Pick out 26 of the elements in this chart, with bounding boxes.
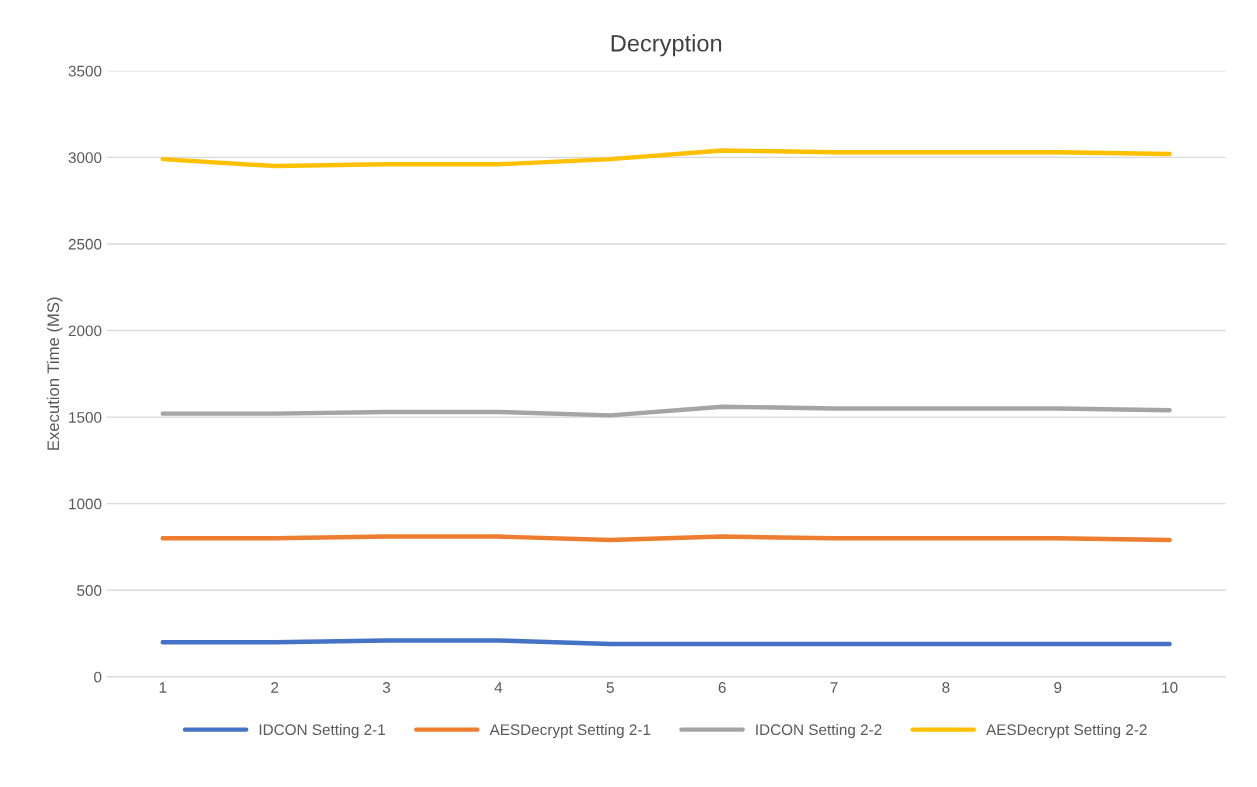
y-axis-title: Execution Time (MS)	[46, 297, 63, 450]
y-tick-label: 1000	[69, 498, 102, 510]
x-tick-label: 5	[606, 682, 614, 693]
line-series	[160, 148, 1172, 169]
x-tick-label: 3	[382, 682, 391, 693]
chart-title: Decryption	[611, 34, 722, 57]
y-tick-label: 0	[94, 671, 102, 683]
x-tick-label: 7	[830, 682, 838, 693]
x-tick-label: 1	[159, 682, 167, 693]
x-tick-label: 4	[494, 682, 503, 693]
y-tick-label: 500	[77, 585, 102, 596]
y-tick-label: 3000	[68, 152, 102, 164]
x-tick-label: 9	[1054, 682, 1062, 693]
legend-label: IDCON Setting 2-2	[756, 723, 882, 739]
legend-label: AESDecrypt Setting 2-1	[489, 723, 651, 739]
y-tick-label: 2000	[68, 325, 102, 337]
x-tick-label: 10	[1162, 682, 1178, 693]
x-tick-label: 8	[942, 682, 950, 693]
x-tick-label: 6	[718, 682, 726, 693]
y-tick-label: 2500	[68, 238, 102, 250]
legend-label: IDCON Setting 2-1	[259, 723, 385, 739]
legend-label: AESDecrypt Setting 2-2	[986, 723, 1147, 739]
y-tick-label: 3500	[68, 65, 102, 77]
x-tick-label: 2	[271, 682, 279, 693]
line-series	[160, 404, 1172, 418]
y-tick-label: 1500	[69, 411, 102, 423]
